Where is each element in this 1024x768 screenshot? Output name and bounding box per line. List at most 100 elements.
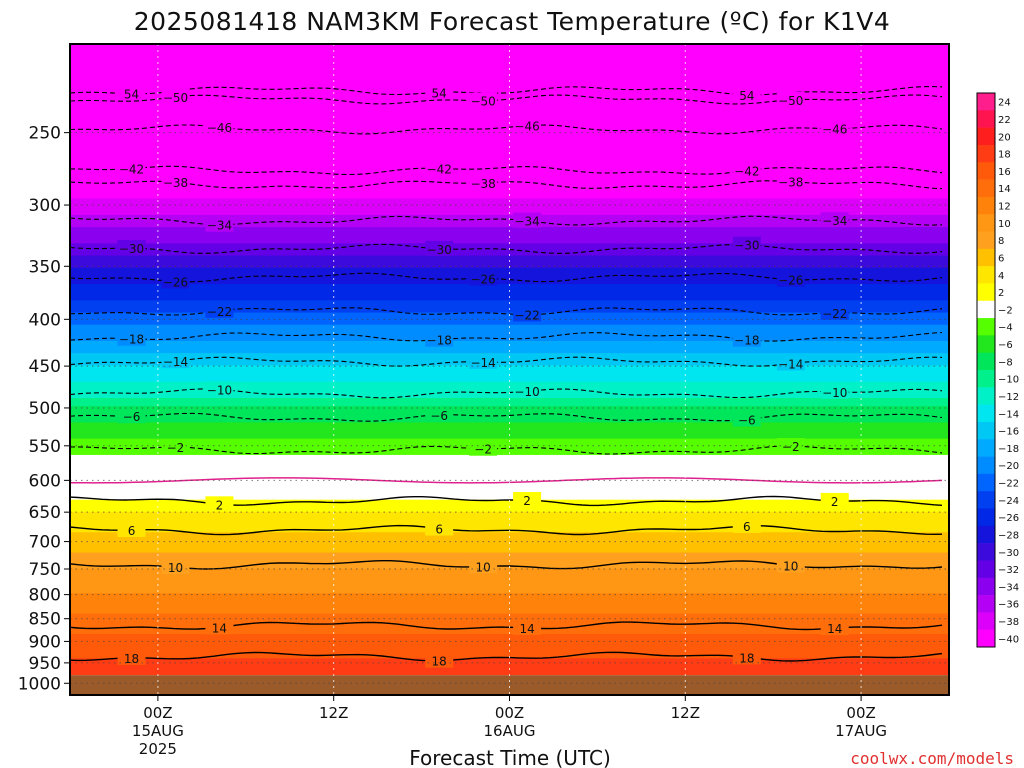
colorbar-swatch [977,144,995,163]
contour-label: −26 [470,272,495,286]
contour-label: −38 [163,176,188,190]
colorbar-label: −18 [998,444,1019,455]
colorbar-swatch [977,93,995,111]
temperature-band [70,544,949,550]
y-tick-label: 900 [29,632,61,652]
contour-label: −18 [427,334,452,348]
contour-label-bg [513,383,542,399]
contour-label: 6 [743,520,751,534]
contour-label-bg [732,411,761,427]
contour-label: −10 [514,385,539,399]
contour-line [70,524,943,536]
temperature-band [70,292,949,297]
contour-label: 18 [432,655,447,669]
colorbar-swatch [977,560,995,579]
temperature-band [70,633,949,639]
contour-label: −14 [778,358,803,372]
colorbar-swatch [977,421,995,440]
temperature-band [70,397,949,403]
colorbar-swatch [977,266,995,284]
y-axis: 2503003504004505005506006507007508008509… [18,124,70,694]
temperature-band [70,568,949,574]
contour-label: −26 [163,275,188,289]
temperature-band [70,332,949,338]
temperature-band [70,296,949,301]
contour-label-bg [117,85,146,101]
contour-label-bg [425,84,454,100]
contour-label: −50 [778,94,803,108]
temperature-band [70,141,949,147]
y-tick-label: 500 [29,399,61,419]
contour-label-bg [117,649,146,665]
y-tick-label: 600 [29,471,61,491]
colorbar-label: −32 [998,565,1019,576]
colorbar-swatch [977,231,995,250]
contour-label-bg [425,160,454,176]
colorbar-swatch [977,508,995,527]
y-tick-label: 800 [29,586,61,606]
temperature-band [70,218,949,224]
temperature-band [70,76,949,82]
temperature-band [70,231,949,236]
y-tick-label: 1000 [18,674,61,694]
contour-label: −10 [822,386,847,400]
x-tick-date: 17AUG [835,722,887,740]
temperature-band [70,430,949,436]
temperature-band [70,572,949,578]
contour-label-bg [776,173,805,189]
contour-label-bg [205,496,234,512]
colorbar-label: −24 [998,496,1019,507]
temperature-band [70,491,949,497]
y-tick-label: 450 [29,357,61,377]
colorbar-label: −36 [998,600,1019,611]
x-tick-date: 15AUG [132,722,184,740]
temperature-band [70,100,949,106]
temperature-band [70,638,949,643]
temperature-band [70,459,949,464]
colorbar-label: −2 [998,305,1013,316]
temperature-band [70,239,949,244]
contour-label-bg [205,302,234,318]
temperature-band [70,153,949,159]
temperature-band [70,170,949,175]
contour-label: −34 [514,215,539,229]
credit-text: coolwx.com/models [850,749,1014,768]
colorbar-label: 20 [998,132,1011,143]
contour-label: 10 [783,560,798,574]
temperature-band [70,499,949,505]
colorbar-label: −38 [998,617,1019,628]
contour-label: 54 [124,88,139,102]
colorbar-label: −4 [998,323,1013,334]
temperature-band [70,137,949,143]
colorbar-swatch [977,196,995,215]
contour-label: −14 [163,355,188,369]
contour-label-bg [425,652,454,668]
colorbar-label: −6 [998,340,1013,351]
colorbar-swatch [977,248,995,267]
colorbar-swatch [977,110,995,128]
colorbar-label: 6 [998,253,1004,264]
temperature-band [70,117,949,122]
y-tick-label: 950 [29,654,61,674]
contour-label: 2 [216,498,224,512]
temperature-band [70,365,949,371]
contour-label: −50 [470,95,495,109]
contour-line [70,412,943,422]
colorbar-swatch [977,543,995,561]
contour-label-bg [820,304,849,320]
colorbar-label: 8 [998,236,1004,247]
colorbar-frame [976,92,996,648]
temperature-band [70,145,949,151]
temperature-band [70,418,949,423]
temperature-band [70,536,949,541]
temperature-band [70,556,949,562]
temperature-band [70,267,949,273]
temperature-band [70,377,949,383]
contour-label-bg [513,492,542,508]
temperature-band [70,585,949,590]
temperature-band [70,385,949,391]
colorbar-label: −34 [998,582,1019,593]
colorbar-label: −8 [998,357,1013,368]
temperature-band [70,284,949,289]
contour-label: −30 [427,243,452,257]
